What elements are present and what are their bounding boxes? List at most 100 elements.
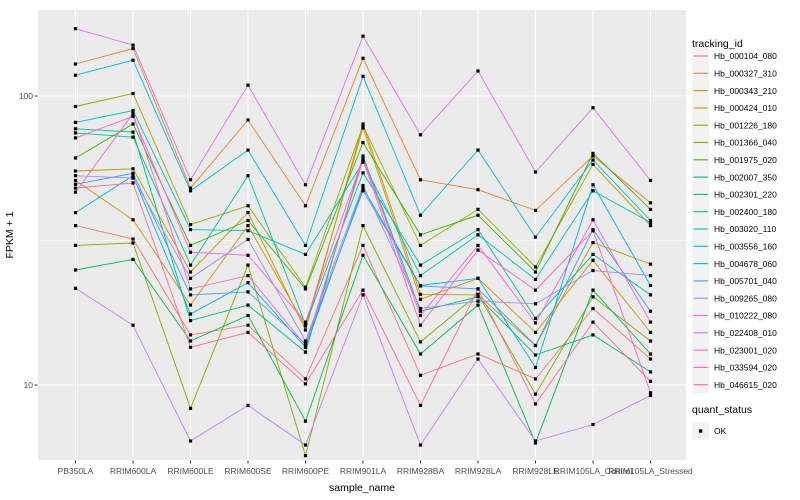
data-point — [648, 352, 653, 356]
data-point — [303, 252, 308, 256]
data-point — [361, 253, 365, 257]
data-point — [361, 154, 365, 158]
data-point — [476, 228, 480, 232]
data-point — [533, 270, 538, 274]
data-point — [418, 292, 423, 296]
data-point — [533, 302, 538, 306]
data-point — [131, 167, 135, 171]
data-point — [188, 345, 193, 349]
data-point — [188, 312, 193, 316]
x-tick-label: RRIM928LA — [455, 466, 502, 476]
data-point — [476, 233, 480, 237]
data-point — [591, 218, 595, 222]
data-point — [533, 353, 538, 357]
data-point — [591, 162, 595, 166]
data-point — [73, 62, 78, 66]
data-point — [648, 262, 653, 266]
data-point — [591, 151, 595, 155]
data-point — [246, 323, 250, 327]
data-point — [476, 243, 480, 247]
data-point — [73, 131, 78, 135]
data-points — [73, 27, 653, 458]
data-point — [131, 176, 135, 180]
data-point — [648, 178, 653, 183]
data-point — [73, 178, 78, 183]
data-point — [303, 342, 308, 346]
data-point — [246, 290, 250, 294]
data-point — [533, 439, 538, 443]
data-point — [418, 373, 423, 377]
data-point — [73, 156, 78, 160]
data-point — [533, 377, 538, 381]
data-point — [246, 211, 250, 215]
data-point — [303, 377, 308, 381]
data-point — [131, 237, 135, 241]
data-point — [533, 392, 538, 396]
legend-label-Hb_022408_010: Hb_022408_010 — [714, 328, 777, 338]
x-tick-label: PB350LA — [58, 466, 94, 476]
data-point — [591, 333, 595, 337]
x-tick-label: RRIM600LA — [110, 466, 157, 476]
x-tick-label: RRIM105LA_Stressed — [608, 466, 693, 476]
data-point — [418, 178, 423, 182]
data-point — [73, 286, 78, 290]
data-point — [131, 171, 135, 175]
data-point — [73, 186, 78, 190]
data-point — [418, 263, 423, 267]
data-point — [591, 106, 595, 110]
data-point — [246, 281, 250, 285]
data-point — [591, 268, 595, 273]
data-point — [648, 391, 653, 395]
data-point — [361, 56, 365, 60]
data-point — [533, 265, 538, 269]
data-point — [73, 120, 78, 124]
x-tick-label: RRIM928BA — [397, 466, 445, 476]
x-tick-label: RRIM600PE — [282, 466, 330, 476]
x-axis-title: sample_name — [329, 482, 395, 494]
legend-label-Hb_046615_020: Hb_046615_020 — [714, 380, 777, 390]
data-point — [73, 174, 78, 178]
data-point — [131, 114, 135, 118]
legend-label-Hb_003020_110: Hb_003020_110 — [714, 224, 777, 234]
legend-label-Hb_005701_040: Hb_005701_040 — [714, 276, 777, 286]
data-point — [188, 270, 193, 274]
data-point — [418, 306, 423, 311]
data-point — [591, 183, 595, 187]
data-point — [361, 243, 365, 247]
data-point — [131, 43, 135, 47]
data-point — [361, 293, 365, 297]
data-point — [533, 441, 538, 445]
data-point — [533, 330, 538, 334]
legend-label-Hb_001366_040: Hb_001366_040 — [714, 138, 777, 148]
data-point — [648, 201, 653, 205]
data-point — [476, 287, 480, 291]
data-point — [303, 204, 308, 208]
data-point — [73, 224, 78, 228]
data-point — [361, 156, 365, 160]
data-point — [246, 403, 250, 407]
quant-ok-marker-icon — [698, 429, 703, 433]
data-point — [361, 224, 365, 228]
legend-label-Hb_002400_180: Hb_002400_180 — [714, 207, 777, 217]
data-point — [131, 109, 135, 113]
data-point — [246, 263, 250, 267]
data-point — [476, 248, 480, 252]
data-point — [418, 323, 423, 327]
data-point — [303, 343, 308, 348]
data-point — [361, 74, 365, 78]
data-point — [188, 333, 193, 337]
data-point — [246, 118, 250, 122]
data-point — [476, 295, 480, 299]
legend-label-Hb_033594_020: Hb_033594_020 — [714, 363, 777, 373]
data-point — [533, 316, 538, 320]
data-point — [188, 189, 193, 193]
legend-label-Hb_001226_180: Hb_001226_180 — [714, 120, 777, 130]
data-point — [131, 91, 135, 96]
data-point — [648, 293, 653, 297]
x-tick-label: RRIM901LA — [340, 466, 387, 476]
data-point — [418, 313, 423, 318]
data-point — [533, 208, 538, 212]
legend-label-Hb_002007_350: Hb_002007_350 — [714, 172, 777, 182]
data-point — [648, 220, 653, 225]
